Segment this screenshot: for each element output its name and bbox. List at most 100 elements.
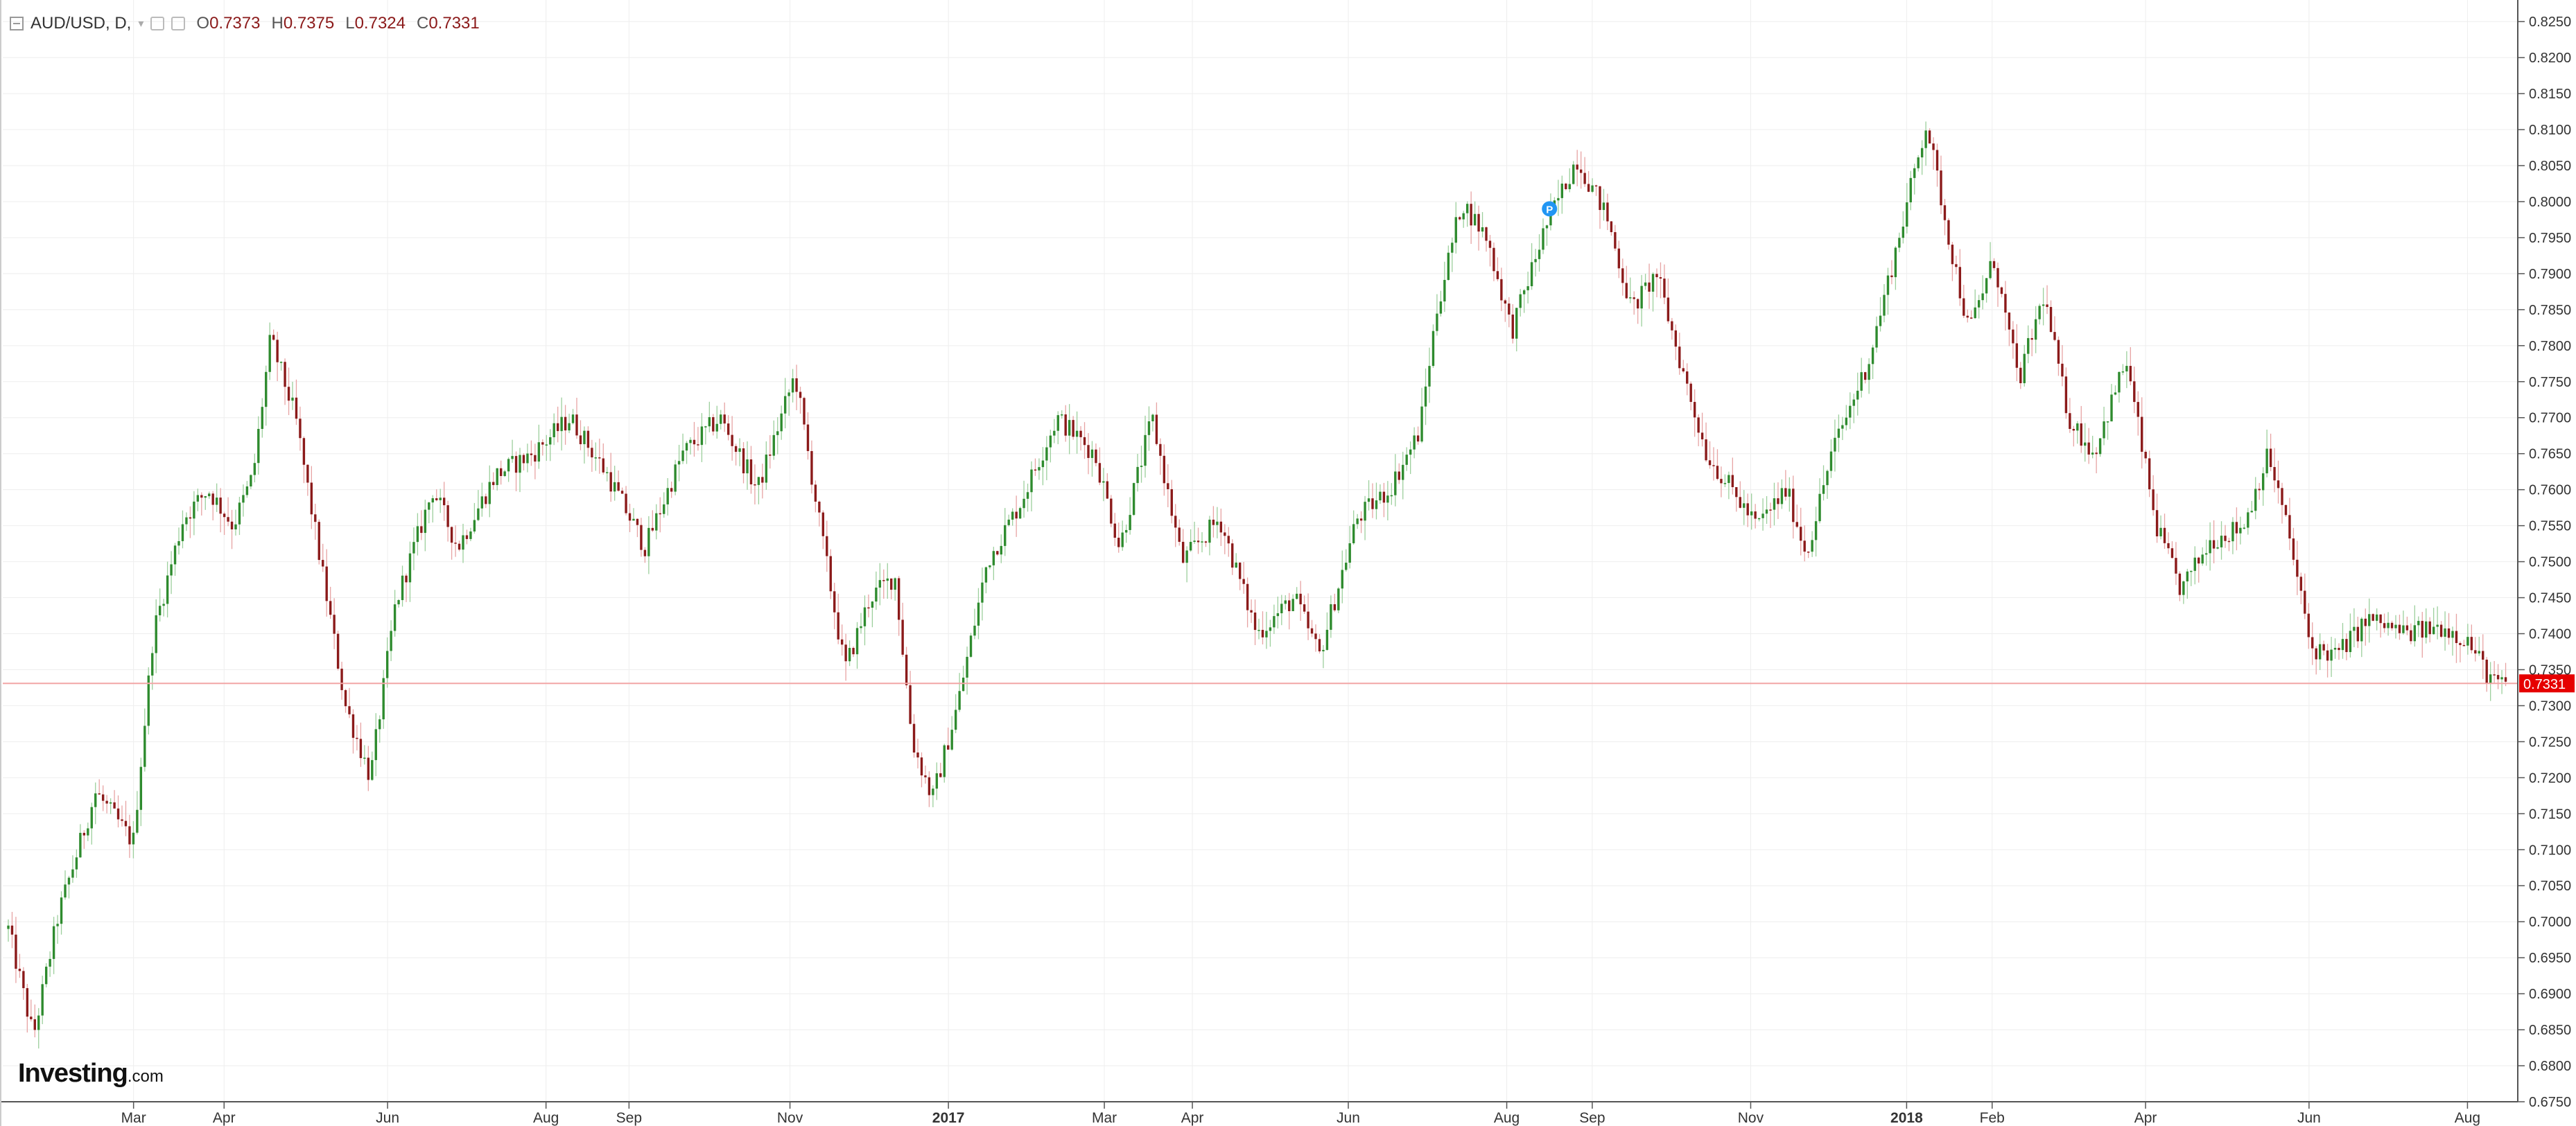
- candle-body: [170, 564, 173, 576]
- candle-body: [1792, 489, 1795, 522]
- candle-body: [1754, 511, 1757, 519]
- candle-body: [1018, 508, 1022, 519]
- candle-body: [431, 498, 434, 503]
- candle-body: [2444, 628, 2446, 637]
- candle-body: [1242, 579, 1245, 584]
- candle-body: [575, 414, 578, 436]
- candle-body: [439, 498, 442, 500]
- candle-body: [2455, 631, 2458, 644]
- candle-body: [1068, 420, 1071, 436]
- candle-body: [1402, 464, 1404, 480]
- candle-body: [2163, 527, 2166, 543]
- candle-body: [2087, 442, 2090, 455]
- candle-body: [2098, 438, 2102, 455]
- candle-body: [1587, 184, 1590, 192]
- candle-body: [306, 464, 309, 483]
- candle-body: [507, 459, 510, 472]
- candle-body: [1454, 217, 1457, 243]
- candle-body: [1644, 282, 1647, 286]
- candle-body: [867, 607, 870, 609]
- candle-body: [454, 543, 457, 544]
- candle-body: [2304, 590, 2306, 614]
- candle-body: [685, 443, 688, 451]
- candle-body: [1416, 435, 1420, 442]
- candle-body: [1087, 445, 1090, 458]
- candle-body: [1894, 247, 1897, 277]
- candle-body: [2466, 637, 2469, 646]
- candle-body: [7, 925, 10, 929]
- candle-body: [56, 924, 59, 926]
- candle-body: [1769, 509, 1772, 511]
- candle-body: [734, 446, 738, 452]
- candle-body: [943, 745, 946, 777]
- symbol-label[interactable]: AUD/USD, D,: [31, 14, 132, 33]
- candle-body: [1757, 518, 1761, 520]
- candle-body: [2405, 625, 2409, 631]
- candle-body: [356, 737, 358, 739]
- candle-body: [2311, 637, 2314, 649]
- candle-body: [348, 706, 351, 714]
- candle-body: [257, 428, 260, 464]
- ohlc-low: L0.7324: [345, 14, 406, 33]
- candle-body: [1834, 437, 1836, 452]
- candle-body: [1477, 213, 1480, 232]
- candle-body: [60, 897, 63, 924]
- candle-body: [950, 730, 953, 750]
- candle-body: [1739, 497, 1741, 508]
- candle-body: [295, 397, 298, 419]
- candle-body: [310, 482, 313, 515]
- candle-body: [1625, 283, 1628, 299]
- candle-body: [2186, 571, 2189, 582]
- candle-body: [1314, 633, 1317, 640]
- settings-icon[interactable]: [150, 17, 165, 30]
- candle-body: [371, 759, 374, 780]
- candle-body: [583, 430, 586, 445]
- candle-body: [196, 495, 200, 502]
- candle-body: [261, 407, 263, 429]
- candle-body: [2216, 547, 2219, 549]
- candle-body: [1686, 371, 1689, 384]
- candle-body: [1879, 315, 1882, 326]
- candle-body: [329, 601, 332, 615]
- candle-body: [2326, 650, 2329, 661]
- candle-body: [651, 527, 654, 531]
- candle-body: [2136, 402, 2139, 417]
- candle-body: [795, 378, 798, 392]
- candle-body: [681, 450, 684, 461]
- candle-body: [901, 619, 904, 655]
- chevron-down-icon[interactable]: ▾: [138, 18, 144, 30]
- candle-body: [947, 745, 950, 750]
- candle-body: [961, 677, 965, 692]
- candle-body: [1447, 252, 1450, 281]
- candle-body: [121, 819, 123, 821]
- candle-body: [677, 461, 681, 465]
- candle-body: [200, 495, 203, 498]
- candle-body: [1716, 466, 1719, 480]
- candle-body: [1345, 563, 1348, 570]
- y-tick-label: 0.6800: [2529, 1059, 2571, 1074]
- candle-body: [1390, 495, 1393, 497]
- candle-body: [1992, 261, 1996, 268]
- candle-body: [1545, 225, 1549, 229]
- candle-body: [1261, 630, 1264, 637]
- candle-body: [1121, 532, 1124, 547]
- collapse-icon[interactable]: [10, 17, 24, 30]
- candle-body: [1204, 541, 1208, 543]
- x-tick-label: Aug: [533, 1110, 559, 1126]
- candle-body: [2125, 366, 2128, 372]
- x-tick-label: Feb: [1980, 1110, 2005, 1126]
- candle-body: [1500, 279, 1503, 301]
- candle-body: [2428, 621, 2431, 635]
- candle-body: [462, 535, 464, 550]
- hide-icon[interactable]: [171, 17, 186, 30]
- candle-body: [966, 656, 968, 678]
- candle-body: [848, 648, 851, 662]
- candle-body: [10, 925, 14, 935]
- candle-body: [359, 739, 363, 759]
- y-tick-label: 0.7550: [2529, 519, 2571, 534]
- candle-body: [1250, 610, 1253, 613]
- candle-body: [1095, 449, 1097, 464]
- candle-body: [378, 719, 381, 730]
